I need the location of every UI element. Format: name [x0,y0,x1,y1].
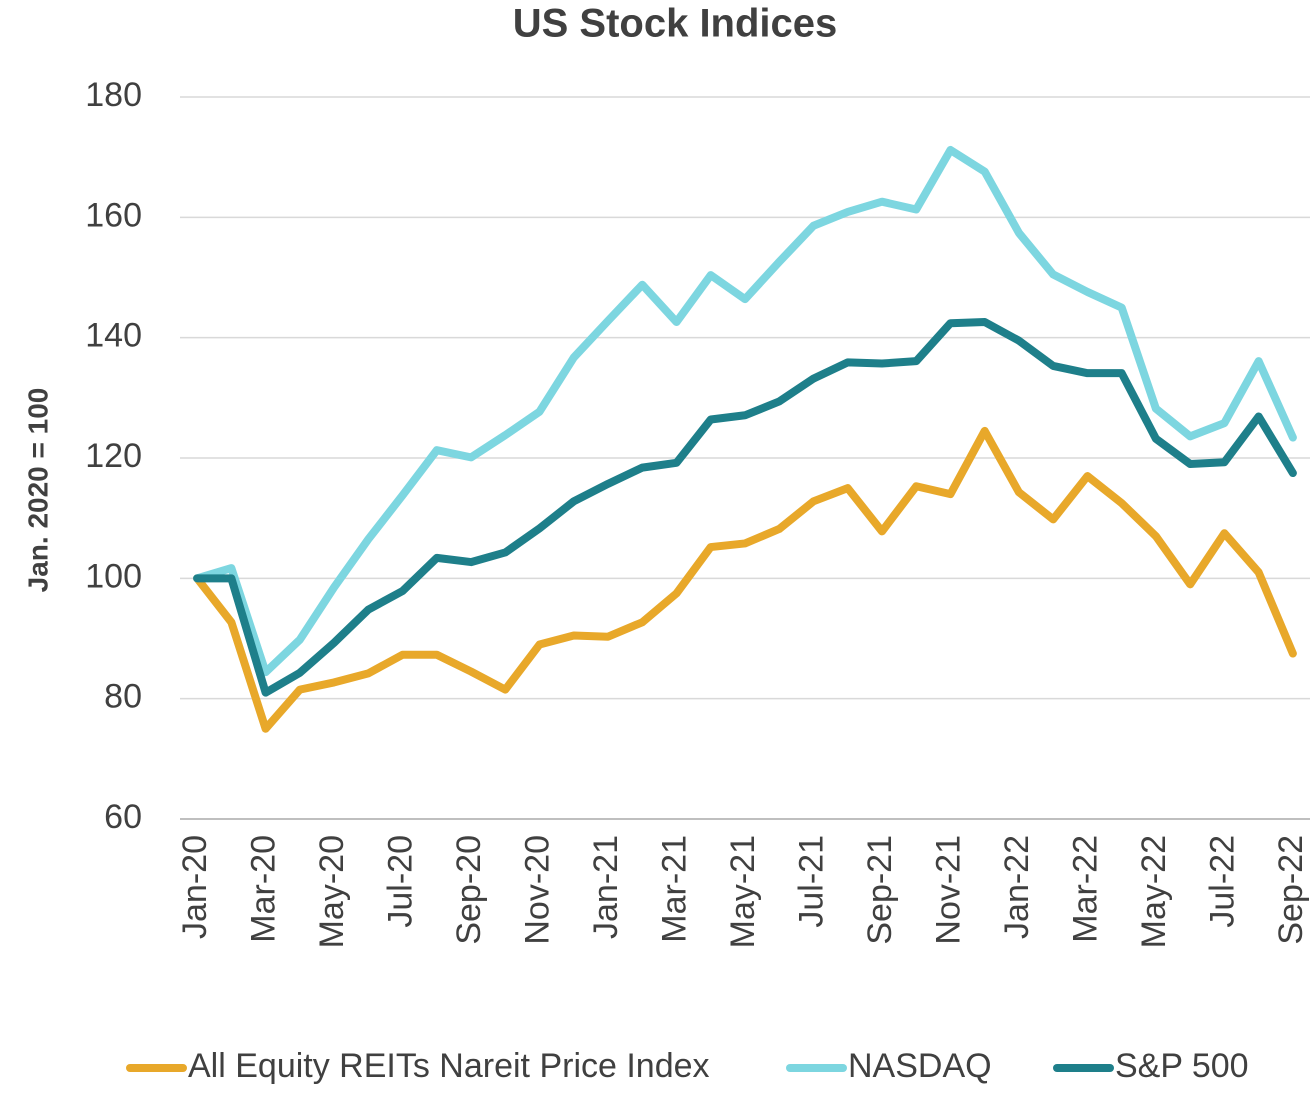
legend-label: All Equity REITs Nareit Price Index [188,1047,710,1085]
x-tick-label: Jul-21 [792,835,830,928]
x-tick-label: May-22 [1135,835,1173,948]
x-tick-label: Nov-20 [519,835,557,945]
legend-label: S&P 500 [1115,1047,1249,1085]
x-tick-label: Nov-21 [929,835,967,945]
x-tick-label: Mar-21 [655,835,693,943]
x-tick-label: Jul-22 [1203,835,1241,928]
series-line [193,318,1297,697]
x-tick-label: Mar-20 [245,835,283,943]
y-tick-label: 60 [104,798,142,836]
series-line [193,145,1297,677]
y-tick-label: 180 [85,76,142,114]
chart-title: US Stock Indices [513,2,838,46]
x-tick-label: Sep-21 [861,835,899,945]
y-tick-label: 120 [85,437,142,475]
y-tick-label: 160 [85,196,142,234]
x-tick-label: Jan-22 [998,835,1036,939]
x-tick-label: May-21 [724,835,762,948]
y-axis-title: Jan. 2020 = 100 [22,388,53,593]
series-line [193,426,1297,733]
x-tick-label: Jul-20 [382,835,420,928]
y-tick-label: 140 [85,317,142,355]
legend-label: NASDAQ [848,1047,992,1085]
x-tick-label: May-20 [313,835,351,948]
y-tick-label: 100 [85,557,142,595]
x-tick-label: Jan-21 [587,835,625,939]
x-tick-label: Mar-22 [1066,835,1104,943]
x-tick-label: Jan-20 [176,835,214,939]
x-tick-label: Sep-22 [1272,835,1310,945]
x-tick-label: Sep-20 [450,835,488,945]
y-tick-label: 80 [104,678,142,716]
